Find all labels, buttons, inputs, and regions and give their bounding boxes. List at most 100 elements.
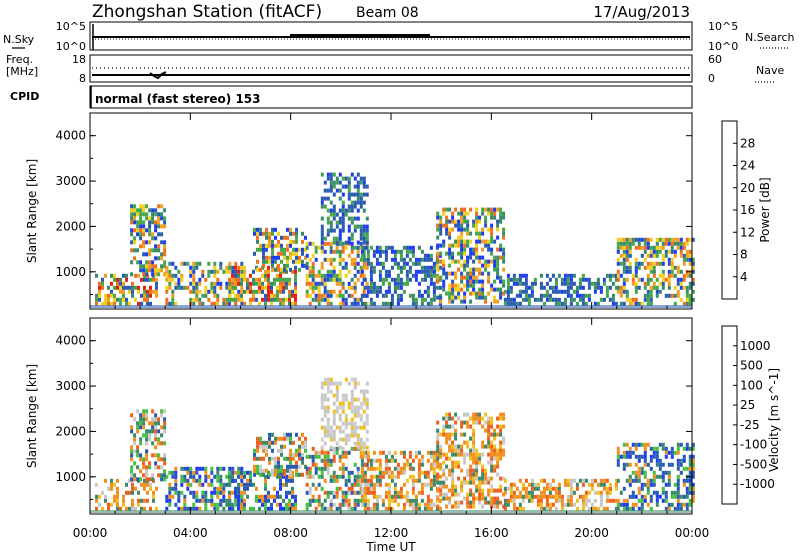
- echo-cell: [122, 293, 125, 298]
- echo-cell: [411, 301, 415, 306]
- echo-cell: [369, 297, 373, 302]
- echo-cell: [515, 486, 519, 491]
- echo-cell: [622, 257, 626, 262]
- echo-cell: [356, 208, 360, 213]
- echo-cell: [611, 297, 615, 302]
- echo-cell: [445, 464, 449, 469]
- echo-cell: [432, 474, 436, 479]
- echo-cell: [314, 293, 318, 298]
- echo-cell: [637, 466, 641, 471]
- echo-cell: [168, 277, 172, 282]
- echo-cell: [180, 285, 184, 290]
- echo-cell: [463, 440, 467, 445]
- echo-cell: [429, 297, 433, 302]
- echo-cell: [311, 253, 315, 258]
- echo-cell: [484, 420, 488, 425]
- echo-cell: [359, 224, 363, 229]
- echo-cell: [536, 486, 540, 491]
- echo-cell: [518, 478, 522, 483]
- echo-cell: [338, 381, 342, 386]
- echo-cell: [652, 478, 656, 483]
- echo-cell: [439, 219, 443, 224]
- echo-cell: [448, 412, 452, 417]
- echo-cell: [338, 401, 342, 406]
- echo-cell: [341, 466, 345, 471]
- echo-cell: [341, 494, 345, 499]
- echo-cell: [249, 474, 252, 479]
- echo-cell: [637, 478, 641, 483]
- echo-cell: [420, 265, 424, 270]
- echo-cell: [165, 277, 169, 282]
- echo-cell: [622, 261, 626, 266]
- echo-cell: [101, 301, 104, 306]
- echo-cell: [335, 249, 339, 254]
- echo-cell: [634, 261, 638, 266]
- echo-cell: [359, 265, 363, 270]
- echo-cell: [213, 261, 217, 266]
- echo-cell: [323, 257, 327, 262]
- echo-cell: [475, 468, 479, 473]
- echo-cell: [496, 299, 500, 304]
- echo-cell: [366, 486, 370, 491]
- echo-cell: [136, 477, 140, 482]
- echo-cell: [490, 464, 494, 469]
- echo-cell: [614, 273, 618, 278]
- echo-cell: [305, 466, 309, 471]
- echo-cell: [436, 436, 440, 441]
- echo-cell: [646, 253, 650, 258]
- echo-cell: [201, 301, 205, 306]
- echo-cell: [326, 494, 330, 499]
- echo-cell: [136, 449, 140, 454]
- echo-cell: [362, 184, 366, 189]
- echo-cell: [280, 267, 283, 272]
- echo-cell: [466, 223, 470, 228]
- echo-cell: [344, 498, 348, 503]
- echo-cell: [426, 265, 430, 270]
- echo-cell: [460, 247, 464, 252]
- echo-cell: [146, 277, 149, 282]
- echo-cell: [521, 273, 525, 278]
- echo-cell: [359, 180, 363, 185]
- echo-cell: [198, 261, 202, 266]
- echo-cell: [152, 494, 155, 499]
- echo-cell: [405, 281, 409, 286]
- echo-cell: [463, 283, 467, 288]
- echo-cell: [451, 432, 455, 437]
- echo-cell: [362, 176, 366, 181]
- echo-cell: [527, 285, 531, 290]
- echo-cell: [637, 498, 641, 503]
- echo-cell: [545, 482, 549, 487]
- echo-cell: [405, 249, 409, 254]
- echo-cell: [608, 297, 612, 302]
- x-tick-label: 00:00: [675, 526, 710, 540]
- y-tick-label: 2000: [55, 424, 86, 438]
- echo-cell: [384, 301, 388, 306]
- echo-cell: [616, 273, 620, 278]
- echo-cell: [560, 506, 564, 511]
- echo-cell: [625, 450, 629, 455]
- echo-cell: [682, 301, 686, 306]
- echo-cell: [95, 297, 98, 302]
- echo-cell: [616, 237, 620, 242]
- echo-cell: [279, 289, 282, 294]
- echo-cell: [502, 231, 506, 236]
- echo-cell: [563, 277, 567, 282]
- echo-cell: [148, 421, 152, 426]
- echo-cell: [451, 279, 455, 284]
- echo-cell: [363, 293, 367, 298]
- echo-cell: [560, 281, 564, 286]
- echo-cell: [448, 243, 452, 248]
- echo-cell: [408, 265, 412, 270]
- echo-cell: [599, 490, 603, 495]
- echo-cell: [341, 212, 345, 217]
- echo-cell: [289, 231, 292, 236]
- echo-cell: [219, 478, 223, 483]
- echo-cell: [177, 490, 181, 495]
- echo-cell: [423, 273, 427, 278]
- echo-cell: [432, 454, 436, 459]
- echo-cell: [341, 216, 345, 221]
- echo-cell: [451, 448, 455, 453]
- echo-cell: [432, 450, 436, 455]
- echo-cell: [359, 273, 363, 278]
- echo-cell: [329, 389, 333, 394]
